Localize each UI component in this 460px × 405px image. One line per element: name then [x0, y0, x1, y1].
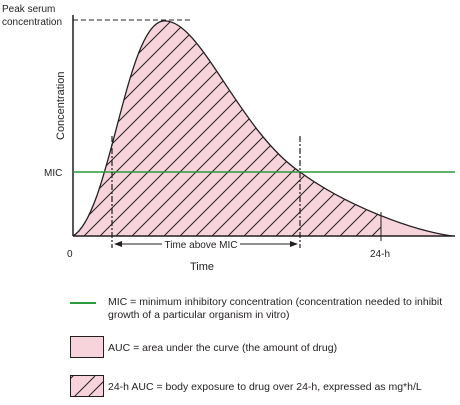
auc-swatch-icon [70, 336, 104, 358]
y-axis-label: Concentration [55, 72, 67, 141]
mic-label: MIC [44, 168, 62, 179]
legend-mic-line2: growth of a particular organism in vitro… [108, 309, 460, 322]
legend-auc24-text: 24-h AUC = body exposure to drug over 24… [108, 381, 460, 394]
origin-label: 0 [67, 249, 73, 260]
auc-24h-hatched-area [73, 21, 452, 236]
auc24-hatched-swatch-icon [70, 375, 104, 397]
time-above-mic-label: Time above MIC [165, 240, 238, 251]
x-axis-label: Time [190, 261, 214, 273]
arrowhead-left-icon [114, 241, 122, 247]
mic-line-key-icon [70, 302, 96, 304]
peak-label-line1: Peak serum [2, 4, 55, 15]
arrowhead-right-icon [290, 241, 298, 247]
legend-auc-text: AUC = area under the curve (the amount o… [108, 342, 460, 355]
tick-24h-label: 24-h [370, 249, 390, 260]
peak-label-line2: concentration [2, 17, 62, 28]
legend-mic-line1: MIC = minimum inhibitory concentration (… [108, 296, 460, 309]
